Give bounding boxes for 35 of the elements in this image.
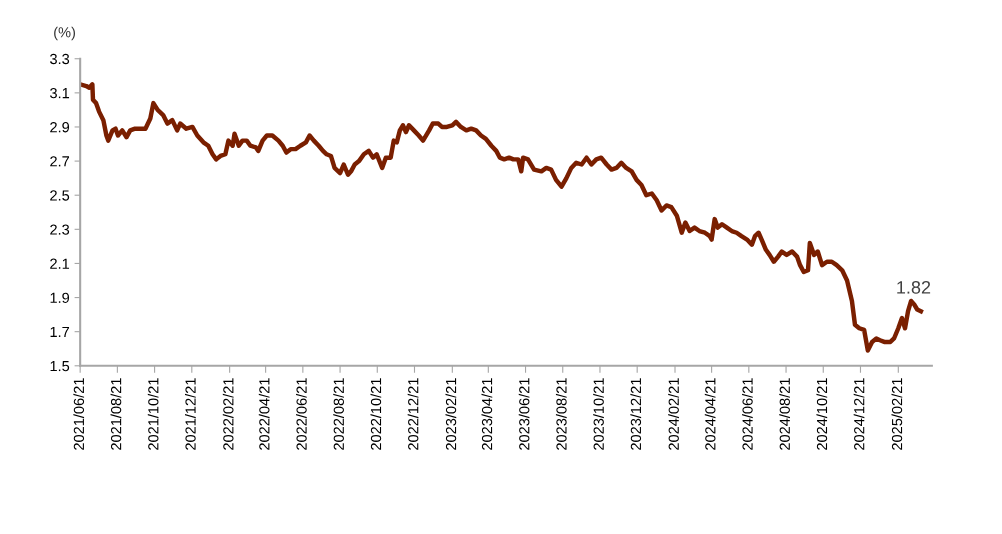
- x-tick-label: 2021/06/21: [73, 378, 85, 450]
- x-tick-label: 2022/04/21: [258, 378, 270, 450]
- y-tick-label: 2.9: [50, 122, 70, 133]
- x-tick-label: 2023/06/21: [518, 378, 530, 450]
- x-tick-label: 2023/10/21: [593, 378, 604, 450]
- x-tick-label: 2024/08/21: [779, 378, 790, 450]
- y-tick-label: 2.3: [50, 224, 70, 235]
- y-tick-label: 3.3: [50, 53, 70, 65]
- y-tick-label: 2.7: [50, 156, 70, 167]
- x-tick-label: 2021/12/21: [185, 378, 196, 450]
- x-tick-label: 2023/04/21: [481, 378, 493, 450]
- x-tick-label: 2021/10/21: [147, 378, 159, 450]
- x-tick-label: 2023/02/21: [445, 378, 457, 450]
- y-tick-label: 2.1: [50, 258, 70, 269]
- y-axis-title: (%): [54, 26, 75, 41]
- x-tick-label: 2021/08/21: [110, 378, 122, 450]
- annotation: 1.82: [897, 280, 931, 294]
- y-tick-label: 2.5: [50, 190, 70, 201]
- x-tick-label: 2024/10/21: [816, 378, 828, 450]
- x-tick-label: 2022/02/21: [222, 378, 234, 450]
- x-tick-label: 2022/10/21: [370, 378, 382, 450]
- x-tick-label: 2024/06/21: [742, 378, 753, 450]
- x-tick-label: 2022/08/21: [333, 378, 344, 450]
- y-tick-label: 3.1: [50, 87, 70, 99]
- y-tick-label: 1.7: [50, 326, 70, 337]
- y-tick-label: 1.9: [50, 292, 70, 303]
- x-tick-label: 2022/06/21: [296, 378, 307, 450]
- x-tick-label: 2022/12/21: [407, 378, 419, 450]
- x-tick-label: 2024/12/21: [853, 378, 865, 450]
- x-tick-label: 2025/02/21: [891, 378, 903, 450]
- x-tick-label: 2023/12/21: [630, 378, 642, 450]
- x-tick-label: 2024/04/21: [704, 378, 716, 450]
- y-tick-label: 1.5: [50, 361, 70, 372]
- x-tick-label: 2024/02/21: [668, 378, 679, 450]
- x-tick-label: 2023/08/21: [555, 378, 567, 450]
